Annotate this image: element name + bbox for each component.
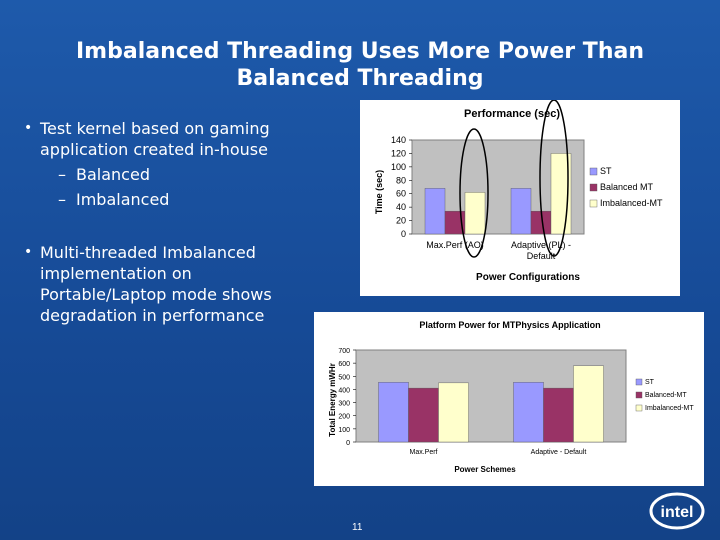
legend-swatch bbox=[589, 167, 598, 176]
legend-label: Balanced MT bbox=[600, 182, 654, 192]
bar bbox=[510, 188, 532, 235]
y-tick-label: 600 bbox=[338, 361, 350, 368]
highlight-ellipse bbox=[539, 100, 569, 257]
y-tick-label: 200 bbox=[338, 414, 350, 421]
bar bbox=[408, 387, 439, 443]
category-label: Max.Perf (AO) bbox=[426, 240, 484, 250]
platform-power-chart: Platform Power for MTPhysics Application… bbox=[328, 320, 694, 474]
category-label: Max.Perf bbox=[409, 449, 437, 456]
legend-label: ST bbox=[600, 166, 612, 176]
y-tick-label: 40 bbox=[396, 202, 406, 212]
bullet-2-line-2: implementation on bbox=[40, 264, 192, 283]
legend-label: Balanced-MT bbox=[645, 392, 687, 399]
bullet-1-line-1: Test kernel based on gaming bbox=[40, 119, 270, 138]
sub-bullet-label: Imbalanced bbox=[76, 190, 170, 209]
bar bbox=[464, 192, 486, 235]
highlight-ellipse bbox=[459, 128, 489, 258]
y-axis-label: Total Energy mWHr bbox=[328, 363, 337, 437]
slide-title-line-2: Balanced Threading bbox=[236, 66, 484, 91]
legend-swatch bbox=[635, 391, 643, 399]
y-tick-label: 300 bbox=[338, 401, 350, 408]
chart-title: Performance (sec) bbox=[464, 108, 560, 120]
bar bbox=[543, 387, 574, 443]
y-tick-label: 400 bbox=[338, 387, 350, 394]
y-tick-label: 100 bbox=[338, 427, 350, 434]
y-tick-label: 700 bbox=[338, 348, 350, 355]
bar bbox=[424, 188, 446, 235]
chart-title: Platform Power for MTPhysics Application bbox=[419, 320, 600, 330]
x-axis-label: Power Configurations bbox=[476, 272, 580, 283]
legend-swatch bbox=[589, 199, 598, 208]
bullet-list: • Test kernel based on gaming applicatio… bbox=[22, 118, 322, 326]
legend-swatch bbox=[635, 404, 643, 412]
y-tick-label: 0 bbox=[401, 229, 406, 239]
y-tick-label: 140 bbox=[391, 135, 406, 145]
y-tick-label: 100 bbox=[391, 162, 406, 172]
legend-label: ST bbox=[645, 379, 655, 386]
y-tick-label: 0 bbox=[346, 440, 350, 447]
bullet-2-line-4: degradation in performance bbox=[40, 306, 265, 325]
bullet-1-line-2: application created in-house bbox=[40, 140, 268, 159]
dash-icon: – bbox=[58, 165, 66, 184]
sub-bullet-imbalanced: – Imbalanced bbox=[40, 189, 322, 210]
performance-chart: Performance (sec) Time (sec) Power Confi… bbox=[374, 100, 663, 283]
legend-label: Imbalanced-MT bbox=[645, 405, 694, 412]
intel-logo-text: intel bbox=[661, 504, 694, 521]
y-tick-label: 60 bbox=[396, 189, 406, 199]
bullet-2-line-1: Multi-threaded Imbalanced bbox=[40, 243, 256, 262]
y-axis-label: Time (sec) bbox=[374, 170, 384, 214]
slide-title-line-1: Imbalanced Threading Uses More Power Tha… bbox=[75, 39, 644, 64]
y-tick-label: 120 bbox=[391, 148, 406, 158]
y-tick-label: 20 bbox=[396, 216, 406, 226]
category-label: Default bbox=[527, 251, 556, 261]
bullet-dot-icon: • bbox=[24, 244, 33, 260]
bar bbox=[573, 365, 604, 443]
bar bbox=[378, 381, 409, 443]
y-tick-label: 500 bbox=[338, 374, 350, 381]
bar bbox=[438, 382, 469, 443]
dash-icon: – bbox=[58, 190, 66, 209]
category-label: Adaptive - Default bbox=[531, 449, 587, 456]
platform-power-chart-panel: Platform Power for MTPhysics Application… bbox=[314, 312, 704, 486]
category-label: Adaptive (PL) - bbox=[511, 240, 571, 250]
intel-logo: intel bbox=[649, 492, 705, 530]
page-number: 11 bbox=[352, 522, 363, 533]
sub-bullet-balanced: – Balanced bbox=[40, 164, 322, 185]
bullet-item-2: • Multi-threaded Imbalanced implementati… bbox=[22, 242, 322, 326]
sub-bullet-label: Balanced bbox=[76, 165, 150, 184]
y-tick-label: 80 bbox=[396, 175, 406, 185]
legend-swatch bbox=[635, 378, 643, 386]
legend-label: Imbalanced-MT bbox=[600, 198, 663, 208]
bullet-item-1: • Test kernel based on gaming applicatio… bbox=[22, 118, 322, 210]
bar bbox=[513, 381, 544, 443]
bullet-dot-icon: • bbox=[24, 120, 33, 136]
bullet-2-line-3: Portable/Laptop mode shows bbox=[40, 285, 272, 304]
performance-chart-panel: Performance (sec) Time (sec) Power Confi… bbox=[360, 100, 680, 296]
legend-swatch bbox=[589, 183, 598, 192]
slide-title: Imbalanced Threading Uses More Power Tha… bbox=[20, 38, 700, 92]
x-axis-label: Power Schemes bbox=[454, 465, 516, 474]
